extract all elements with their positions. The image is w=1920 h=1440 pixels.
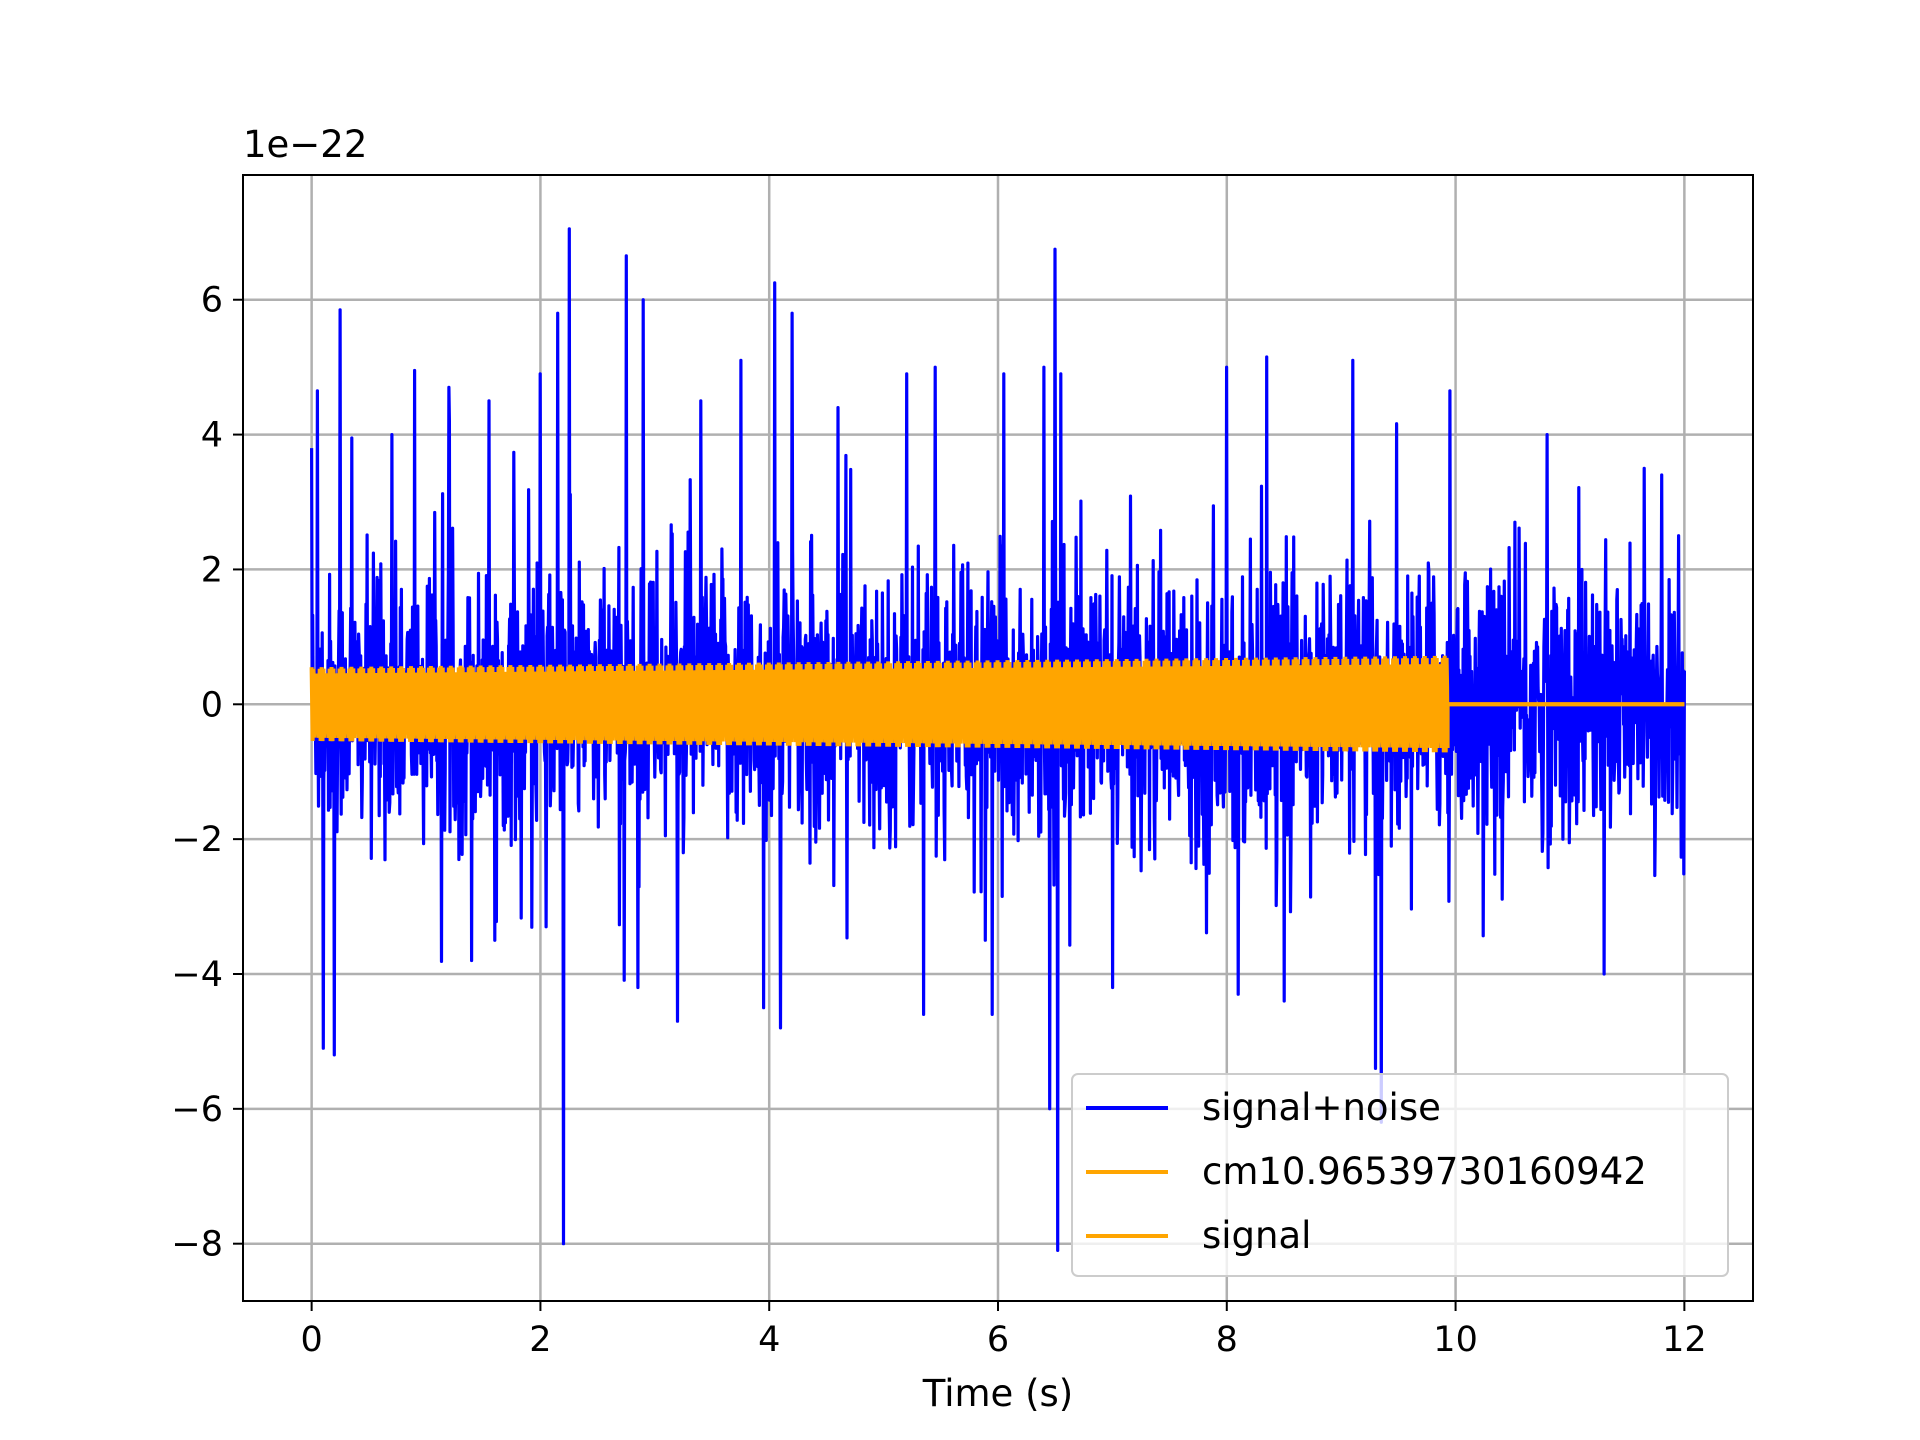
x-axis-label: Time (s) [922,1372,1073,1415]
x-axis: 0 2 4 6 8 10 12 [300,1301,1707,1360]
y-tick-label-3: −2 [171,820,223,860]
x-tick-label-6: 12 [1662,1320,1707,1360]
y-tick-label-2: −4 [171,955,223,995]
x-tick-label-3: 6 [987,1320,1009,1360]
y-offset-label: 1e−22 [243,123,367,166]
legend-label-2: signal [1202,1214,1311,1257]
y-tick-label-4: 0 [201,685,223,725]
legend: signal+noise cm10.96539730160942 signal [1071,1073,1729,1277]
x-tick-label-1: 2 [529,1320,551,1360]
y-tick-label-7: 6 [201,281,223,321]
series-signal-line [309,655,1685,753]
x-tick-label-2: 4 [758,1320,780,1360]
x-tick-label-0: 0 [300,1320,322,1360]
plot-area [309,227,1686,1252]
x-tick-label-4: 8 [1216,1320,1238,1360]
y-tick-label-5: 2 [201,550,223,590]
y-tick-label-0: −8 [171,1225,223,1265]
legend-label-0: signal+noise [1202,1086,1441,1129]
y-tick-label-6: 4 [201,416,223,456]
y-axis: −8 −6 −4 −2 0 2 4 6 [171,281,243,1265]
legend-box [1071,1073,1729,1277]
y-tick-label-1: −6 [171,1090,223,1130]
x-tick-label-5: 10 [1433,1320,1478,1360]
legend-label-1: cm10.96539730160942 [1202,1150,1647,1193]
